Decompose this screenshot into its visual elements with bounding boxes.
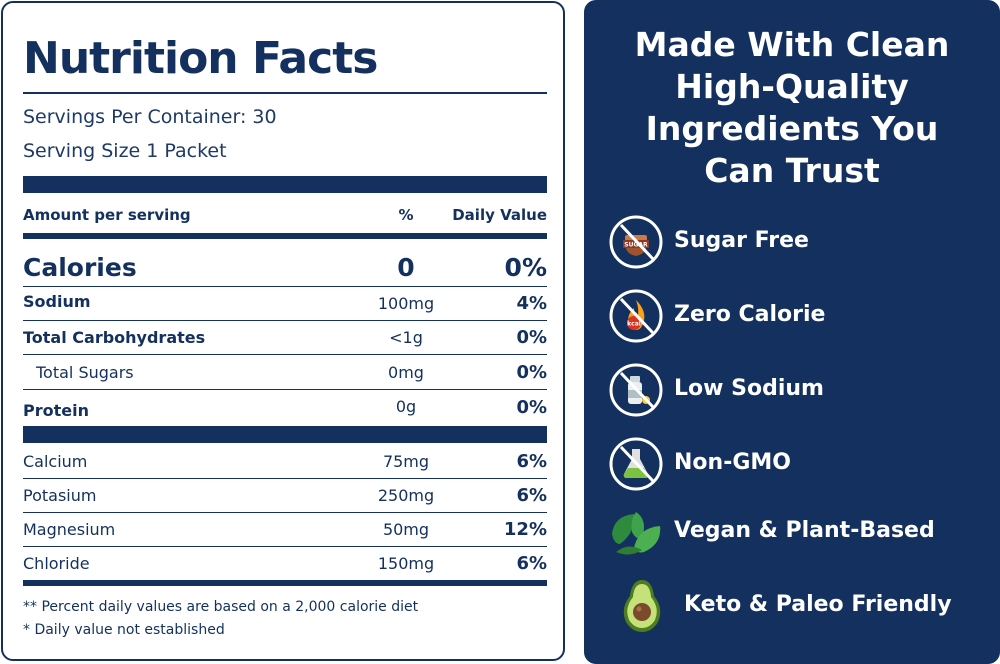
mineral-dv: 6% [516,451,547,472]
mineral-amount: 250mg [377,486,435,505]
claim-label: Keto & Paleo Friendly [684,592,952,617]
footnote-not-established: * Daily value not established [23,622,225,638]
claim-label: Non-GMO [674,450,791,475]
nutrient-label-sugars: Total Sugars [36,363,134,382]
divider [23,92,547,94]
footnote-percent-daily: ** Percent daily values are based on a 2… [23,599,419,615]
nutrient-label-sodium: Sodium [23,292,91,311]
mineral-dv: 6% [516,485,547,506]
row-divider [23,320,547,321]
row-divider [23,354,547,355]
svg-text:SUGAR: SUGAR [624,242,648,249]
mineral-label-magnesium: Magnesium [23,520,116,539]
low-sodium-icon [609,363,663,417]
calories-amount: 0 [397,253,415,282]
nutrient-amount: <1g [389,328,423,347]
mineral-amount: 150mg [377,554,435,573]
sugar-free-icon: SUGAR [609,215,663,269]
non-gmo-icon [609,437,663,491]
medium-divider [23,580,547,586]
mineral-label-potasium: Potasium [23,486,97,505]
percent-header: % [398,206,414,224]
nutrient-dv: 4% [516,293,547,314]
nutrient-amount: 0g [395,397,417,416]
thick-divider [23,176,547,193]
avocado-icon [623,580,661,632]
claim-low-sodium: Low Sodium [608,362,988,418]
nutrient-label-carbs: Total Carbohydrates [23,328,206,347]
claims-title-line: High-Quality [675,67,909,106]
servings-per-container: Servings Per Container: 30 [23,106,277,128]
claims-title-line: Made With Clean [634,25,950,64]
mineral-label-calcium: Calcium [23,452,88,471]
claim-sugar-free: SUGAR Sugar Free [608,214,988,270]
nutrient-dv: 0% [516,397,547,418]
claim-vegan: Vegan & Plant-Based [608,504,988,560]
mineral-dv: 6% [516,553,547,574]
claim-label: Vegan & Plant-Based [674,518,935,543]
nutrient-dv: 0% [516,362,547,383]
svg-text:kcal: kcal [627,321,641,328]
nutrient-label-protein: Protein [23,401,89,420]
claims-title-line: Ingredients You [645,109,939,148]
nutrient-amount: 100mg [377,294,435,313]
claim-non-gmo: Non-GMO [608,436,988,492]
nutrition-facts-panel: Nutrition Facts Servings Per Container: … [1,1,565,661]
nutrition-title: Nutrition Facts [23,33,378,84]
mineral-amount: 75mg [382,452,430,471]
amount-per-serving-header: Amount per serving [23,206,191,224]
leaf-icon [612,512,661,555]
claim-label: Sugar Free [674,228,809,253]
row-divider [23,389,547,390]
row-divider [23,546,547,547]
row-divider [23,512,547,513]
claim-zero-calorie: kcal Zero Calorie [608,288,988,344]
calories-label: Calories [23,253,137,282]
claims-panel: Made With Clean High-Quality Ingredients… [584,0,1000,664]
mineral-dv: 12% [503,519,547,540]
serving-size: Serving Size 1 Packet [23,140,227,162]
claim-label: Zero Calorie [674,302,826,327]
mineral-label-chloride: Chloride [23,554,90,573]
claim-label: Low Sodium [674,376,824,401]
daily-value-header: Daily Value [452,206,547,224]
thick-divider [23,426,547,443]
row-divider [23,478,547,479]
calories-dv: 0% [504,253,547,282]
medium-divider [23,233,547,239]
row-divider [23,286,547,287]
nutrient-dv: 0% [516,327,547,348]
nutrient-amount: 0mg [388,363,424,382]
claims-title-line: Can Trust [704,151,880,190]
zero-calorie-icon: kcal [609,289,663,343]
mineral-amount: 50mg [382,520,430,539]
claim-keto: Keto & Paleo Friendly [608,578,988,634]
claims-title: Made With Clean High-Quality Ingredients… [584,24,1000,192]
